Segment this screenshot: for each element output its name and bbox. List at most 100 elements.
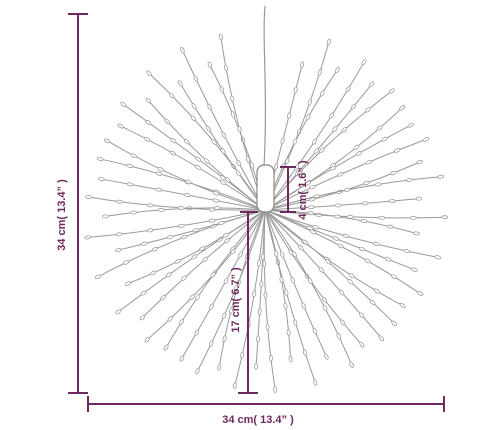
led xyxy=(336,332,342,340)
led xyxy=(207,61,212,69)
led xyxy=(260,253,265,261)
led xyxy=(305,114,311,121)
led xyxy=(177,80,183,87)
strand xyxy=(264,209,415,271)
strand xyxy=(264,124,411,211)
led xyxy=(236,159,241,167)
led xyxy=(290,276,295,284)
strand xyxy=(181,209,266,359)
led xyxy=(84,235,92,240)
strand xyxy=(234,209,266,386)
led xyxy=(288,355,293,363)
led xyxy=(212,198,220,203)
led xyxy=(329,112,335,119)
led xyxy=(235,169,241,176)
led xyxy=(369,299,376,305)
led xyxy=(262,260,267,268)
led xyxy=(342,233,350,239)
led xyxy=(293,319,298,326)
led xyxy=(332,236,340,241)
led xyxy=(218,33,223,41)
led xyxy=(221,312,227,320)
led xyxy=(317,69,323,76)
firework-light xyxy=(84,33,449,393)
led xyxy=(411,267,418,272)
led xyxy=(324,353,329,360)
strand xyxy=(264,176,441,211)
strand xyxy=(127,209,266,285)
led xyxy=(130,153,137,158)
led xyxy=(307,98,313,106)
led xyxy=(150,270,157,276)
led xyxy=(223,64,228,72)
strand xyxy=(264,209,316,383)
led xyxy=(337,243,344,249)
led xyxy=(130,210,137,215)
led xyxy=(208,218,216,223)
led xyxy=(274,163,279,170)
led xyxy=(319,90,325,97)
led xyxy=(312,327,318,335)
led xyxy=(413,231,420,236)
led xyxy=(325,259,331,265)
led xyxy=(224,238,230,244)
led xyxy=(195,294,201,301)
bulb-base xyxy=(256,164,275,213)
led xyxy=(191,254,198,260)
led xyxy=(364,258,371,264)
led xyxy=(441,215,449,220)
led xyxy=(219,86,225,93)
led xyxy=(190,115,196,122)
led xyxy=(313,379,318,386)
led xyxy=(268,354,273,362)
strand xyxy=(146,209,266,341)
led xyxy=(256,259,261,267)
led xyxy=(364,107,371,113)
led xyxy=(309,197,316,202)
led xyxy=(417,291,424,296)
led xyxy=(240,351,245,359)
led xyxy=(166,235,174,240)
strand xyxy=(264,198,420,211)
led xyxy=(115,232,123,237)
strand xyxy=(264,209,438,258)
led xyxy=(361,201,369,206)
led xyxy=(388,199,396,204)
led xyxy=(286,329,291,336)
strand-label: 17 cm( 6.7” ) xyxy=(230,267,242,333)
led xyxy=(318,267,325,273)
strand xyxy=(181,49,266,211)
led xyxy=(307,277,313,284)
led xyxy=(273,386,278,393)
led xyxy=(330,165,337,171)
strand xyxy=(147,100,266,211)
led xyxy=(307,205,315,210)
led xyxy=(389,171,397,176)
led xyxy=(194,329,200,336)
led xyxy=(405,178,413,183)
led xyxy=(180,46,185,54)
strand xyxy=(264,209,421,294)
led xyxy=(337,172,344,177)
led xyxy=(407,122,414,128)
led xyxy=(284,289,289,296)
led xyxy=(191,103,197,110)
led xyxy=(373,288,380,294)
led xyxy=(344,187,351,192)
led xyxy=(204,158,210,164)
led xyxy=(120,101,127,107)
led xyxy=(309,229,317,235)
led xyxy=(163,344,169,351)
led xyxy=(348,273,355,279)
width-dimension xyxy=(87,396,445,412)
led xyxy=(313,194,321,199)
led xyxy=(304,180,311,186)
strand xyxy=(264,209,382,339)
led xyxy=(189,294,195,301)
led xyxy=(179,355,185,362)
led xyxy=(391,320,398,327)
strand xyxy=(142,209,266,318)
strand xyxy=(255,209,266,367)
led xyxy=(103,138,111,143)
strand xyxy=(197,209,266,372)
